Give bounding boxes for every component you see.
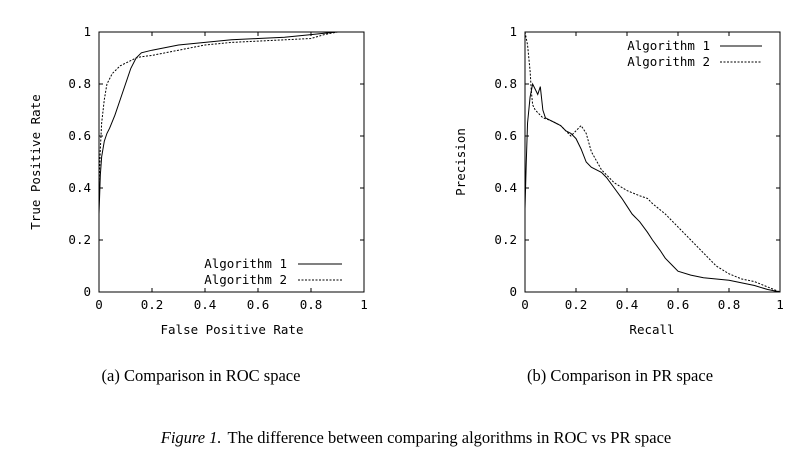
roc-x-tick-label: 0.6 <box>247 297 270 312</box>
roc-y-tick-label: 0.2 <box>68 232 91 247</box>
pr-y-tick-label: 0.4 <box>494 180 517 195</box>
roc-series-line-2 <box>98 31 364 292</box>
roc-series-line-1 <box>98 31 364 292</box>
pr-x-tick-label: 1 <box>776 297 784 312</box>
pr-x-tick-label: 0.6 <box>667 297 690 312</box>
roc-x-tick-label: 0 <box>95 297 103 312</box>
roc-ticks: 0 0.2 0.4 0.6 0.8 1 0 0.2 0.4 0.6 0.8 1 <box>68 24 367 312</box>
roc-x-tick-label: 0.4 <box>194 297 217 312</box>
pr-y-axis-label: Precision <box>453 128 468 196</box>
roc-subcaption: (a) Comparison in ROC space <box>102 366 301 385</box>
pr-y-tick-label: 0.8 <box>494 76 517 91</box>
roc-x-tick-label: 0.2 <box>141 297 164 312</box>
roc-legend-label-2: Algorithm 2 <box>204 272 287 287</box>
roc-y-tick-label: 0.8 <box>68 76 91 91</box>
pr-plot-frame <box>524 31 781 293</box>
roc-x-tick-label: 1 <box>360 297 368 312</box>
roc-legend: Algorithm 1 Algorithm 2 <box>204 256 342 287</box>
pr-x-tick-label: 0 <box>521 297 529 312</box>
figure-caption: Figure 1. The difference between comparin… <box>160 428 672 447</box>
pr-x-tick-label: 0.4 <box>616 297 639 312</box>
roc-chart: 0 0.2 0.4 0.6 0.8 1 0 0.2 0.4 0.6 0.8 1 False Posit… <box>28 24 368 385</box>
pr-legend-label-2: Algorithm 2 <box>627 54 710 69</box>
roc-y-tick-label: 0 <box>83 284 91 299</box>
pr-series <box>524 31 781 293</box>
pr-series-line-1 <box>524 82 781 293</box>
pr-y-tick-label: 1 <box>509 24 517 39</box>
roc-series <box>98 31 364 292</box>
roc-x-tick-label: 0.8 <box>300 297 323 312</box>
pr-x-tick-label: 0.2 <box>565 297 588 312</box>
pr-x-tick-label: 0.8 <box>718 297 741 312</box>
pr-series-line-2 <box>524 31 781 293</box>
roc-plot-frame <box>98 31 365 293</box>
figure-caption-prefix: Figure 1. <box>160 428 222 447</box>
roc-y-tick-label: 0.4 <box>68 180 91 195</box>
pr-legend-label-1: Algorithm 1 <box>627 38 710 53</box>
pr-subcaption: (b) Comparison in PR space <box>527 366 713 385</box>
roc-x-axis-label: False Positive Rate <box>161 322 304 337</box>
pr-y-tick-label: 0 <box>509 284 517 299</box>
figure-caption-text: The difference between comparing algorit… <box>228 428 672 447</box>
pr-y-tick-label: 0.2 <box>494 232 517 247</box>
roc-legend-label-1: Algorithm 1 <box>204 256 287 271</box>
roc-y-tick-label: 0.6 <box>68 128 91 143</box>
pr-ticks: 0 0.2 0.4 0.6 0.8 1 0 0.2 0.4 0.6 0.8 1 <box>494 24 783 312</box>
pr-legend: Algorithm 1 Algorithm 2 <box>627 38 762 69</box>
roc-y-axis-label: True Positive Rate <box>28 94 43 229</box>
roc-y-tick-label: 1 <box>83 24 91 39</box>
pr-y-tick-label: 0.6 <box>494 128 517 143</box>
pr-chart: 0 0.2 0.4 0.6 0.8 1 0 0.2 0.4 0.6 0.8 1 Recall Prec… <box>453 24 784 385</box>
pr-x-axis-label: Recall <box>629 322 674 337</box>
